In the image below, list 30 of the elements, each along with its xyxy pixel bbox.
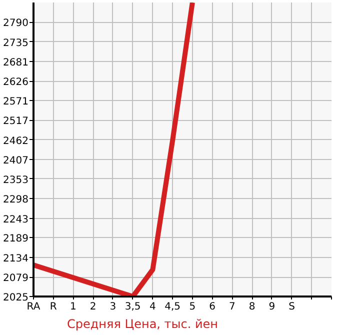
y-tick-label: 2735 bbox=[3, 38, 29, 49]
x-tick-label: R bbox=[50, 302, 57, 312]
y-tick-label: 2626 bbox=[3, 77, 29, 88]
x-tick-label: 8 bbox=[248, 302, 256, 312]
y-tick-label: 2790 bbox=[3, 18, 29, 30]
x-tick-label: 6 bbox=[209, 302, 216, 312]
y-tick-label: 2353 bbox=[3, 174, 29, 186]
x-tick-label: 4 bbox=[150, 302, 156, 312]
y-tick-label: 2298 bbox=[3, 194, 29, 206]
x-tick-label: 3,5 bbox=[124, 302, 141, 312]
x-tick-label: 9 bbox=[268, 302, 276, 312]
y-tick-label: 2517 bbox=[3, 116, 29, 128]
text: Средняя Цена, тыс. йен bbox=[67, 317, 218, 331]
x-tick-label: 3 bbox=[110, 302, 116, 312]
x-tick-label: 4,5 bbox=[164, 302, 181, 312]
y-tick-label: 2134 bbox=[3, 253, 29, 264]
y-tick-label: 2079 bbox=[3, 273, 29, 284]
x-tick-label: RA bbox=[26, 302, 40, 312]
y-tick-label: 2681 bbox=[3, 57, 29, 68]
y-tick-label: 2025 bbox=[3, 292, 29, 304]
y-tick-label: 2462 bbox=[3, 136, 29, 147]
y-tick-label: 2407 bbox=[3, 156, 29, 167]
x-tick-label: 2 bbox=[90, 302, 96, 312]
y-tick-label: 2571 bbox=[3, 96, 29, 108]
x-tick-label: 7 bbox=[228, 302, 236, 312]
x-tick-label: 1 bbox=[70, 302, 76, 312]
y-tick-label: 2243 bbox=[3, 214, 29, 226]
x-tick-label: 5 bbox=[189, 302, 196, 312]
x-tick-label: S bbox=[288, 302, 295, 312]
y-tick-label: 2189 bbox=[3, 234, 29, 245]
